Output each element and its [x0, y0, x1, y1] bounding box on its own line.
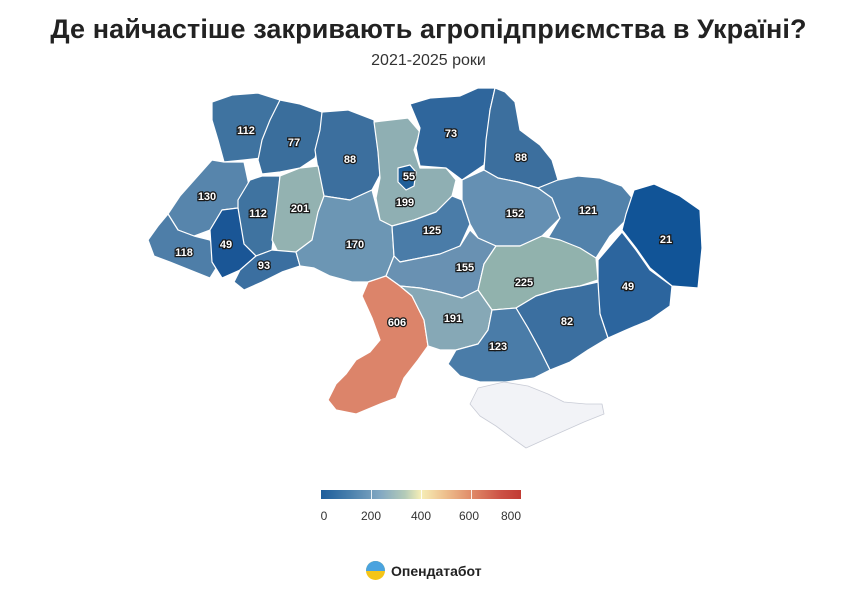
region-value-label: 201 [291, 203, 309, 215]
region-value-label: 112 [249, 208, 267, 220]
region-value-label: 21 [660, 234, 672, 246]
region-value-label: 125 [423, 225, 441, 237]
region-value-label: 49 [622, 281, 634, 293]
chart-title: Де найчастіше закривають агропідприємств… [50, 14, 807, 44]
region-value-label: 606 [388, 317, 406, 329]
legend-tick [371, 490, 372, 499]
legend-tick [421, 490, 422, 499]
region-value-label: 112 [237, 125, 255, 137]
region-kherson[interactable] [447, 307, 551, 383]
region-chernivtsi[interactable] [233, 249, 301, 291]
legend-label: 200 [360, 509, 382, 523]
region-kyiv-city[interactable] [397, 164, 417, 191]
brand-name: Опендатабот [391, 562, 482, 579]
region-value-label: 191 [444, 313, 462, 325]
region-value-label: 199 [396, 197, 414, 209]
region-sumy[interactable] [483, 87, 559, 189]
region-value-label: 88 [344, 154, 356, 166]
region-value-label: 152 [506, 208, 524, 220]
region-value-label: 82 [561, 316, 573, 328]
region-value-label: 88 [515, 152, 527, 164]
legend-label: 0 [320, 509, 328, 523]
region-poltava[interactable] [461, 169, 561, 247]
region-value-label: 130 [198, 191, 216, 203]
legend-gradient-bar [321, 490, 521, 499]
color-legend: 0 200 400 600 800 [321, 490, 521, 527]
opendatabot-logo-icon [366, 561, 385, 580]
region-value-label: 55 [403, 171, 415, 183]
region-zakarpattia[interactable] [147, 213, 221, 279]
region-luhansk[interactable] [621, 183, 703, 289]
region-value-label: 121 [579, 205, 597, 217]
legend-label: 800 [500, 509, 522, 523]
region-value-label: 155 [456, 262, 474, 274]
region-value-label: 123 [489, 341, 507, 353]
region-crimea[interactable] [469, 381, 605, 449]
chart-subtitle: 2021-2025 роки [371, 52, 486, 69]
region-value-label: 73 [445, 128, 457, 140]
region-kharkiv[interactable] [537, 175, 635, 259]
legend-label: 600 [458, 509, 480, 523]
region-value-label: 170 [346, 239, 364, 251]
legend-label: 400 [410, 509, 432, 523]
region-value-label: 77 [288, 137, 300, 149]
legend-tick [471, 490, 472, 499]
region-value-label: 49 [220, 239, 232, 251]
region-value-label: 225 [515, 277, 533, 289]
brand-logo-block[interactable]: Опендатабот [366, 561, 482, 580]
region-value-label: 93 [258, 260, 270, 272]
region-value-label: 118 [175, 247, 193, 259]
